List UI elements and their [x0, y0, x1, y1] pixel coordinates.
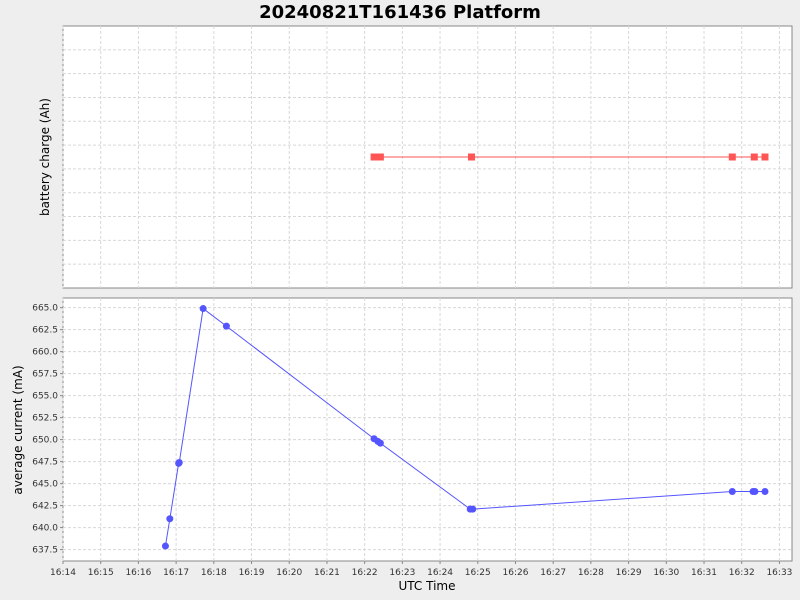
x-axis-label: UTC Time — [399, 579, 456, 593]
x-tick-label: 16:23 — [389, 568, 415, 578]
average-current-point — [728, 488, 736, 496]
y-tick-label: 645.0 — [32, 480, 58, 490]
x-tick-label: 16:17 — [163, 568, 189, 578]
top-y-axis-label: battery charge (Ah) — [38, 98, 52, 216]
x-tick-label: 16:25 — [465, 568, 491, 578]
average-current-point — [161, 542, 169, 550]
average-current-point — [166, 515, 174, 523]
x-tick-label: 16:20 — [276, 568, 302, 578]
battery-charge-series — [370, 153, 769, 161]
bottom-plot-area — [62, 297, 793, 562]
x-tick-label: 16:19 — [239, 568, 265, 578]
x-tick-label: 16:14 — [50, 568, 76, 578]
x-tick-label: 16:27 — [540, 568, 566, 578]
battery-charge-point — [728, 153, 736, 161]
x-tick-label: 16:32 — [729, 568, 755, 578]
battery-charge-point — [370, 153, 378, 161]
x-tick-label: 16:28 — [578, 568, 604, 578]
battery-charge-point — [750, 153, 758, 161]
y-tick-label: 657.5 — [32, 370, 58, 380]
bottom-gridlines — [62, 298, 792, 561]
x-tick-label: 16:30 — [653, 568, 679, 578]
x-tick-label: 16:16 — [125, 568, 151, 578]
battery-charge-point — [467, 153, 475, 161]
average-current-point — [761, 488, 769, 496]
average-current-point — [199, 305, 207, 313]
y-tick-label: 640.0 — [32, 524, 58, 534]
y-tick-label: 660.0 — [32, 348, 58, 358]
x-tick-label: 16:21 — [314, 568, 340, 578]
x-axis-ticks: 16:14 16:15 16:16 16:17 16:18 16:19 16:20 16:21… — [50, 561, 792, 578]
y-tick-label: 652.5 — [32, 414, 58, 424]
x-tick-label: 16:31 — [691, 568, 717, 578]
average-current-point — [175, 458, 183, 466]
average-current-series — [161, 305, 769, 550]
x-tick-label: 16:22 — [352, 568, 378, 578]
average-current-point — [222, 322, 230, 330]
bottom-y-axis-label: average current (mA) — [11, 365, 25, 494]
x-tick-label: 16:15 — [88, 568, 114, 578]
y-tick-label: 665.0 — [32, 304, 58, 314]
x-tick-label: 16:29 — [616, 568, 642, 578]
x-tick-label: 16:18 — [201, 568, 227, 578]
bottom-y-ticks: 637.5 640.0 642.5 645.0 647.5 650.0 652.5 655.0… — [32, 304, 63, 556]
y-tick-label: 655.0 — [32, 392, 58, 402]
y-tick-label: 637.5 — [32, 546, 58, 556]
average-current-point — [469, 505, 477, 513]
y-tick-label: 650.0 — [32, 436, 58, 446]
x-tick-label: 16:33 — [766, 568, 792, 578]
y-tick-label: 662.5 — [32, 326, 58, 336]
x-tick-label: 16:24 — [427, 568, 453, 578]
y-tick-label: 647.5 — [32, 458, 58, 468]
battery-charge-point — [376, 153, 384, 161]
x-tick-label: 16:26 — [503, 568, 529, 578]
y-tick-label: 642.5 — [32, 502, 58, 512]
average-current-point — [751, 488, 759, 496]
chart-title: 20240821T161436 Platform — [259, 2, 541, 23]
battery-charge-point — [761, 153, 769, 161]
average-current-point — [376, 439, 384, 447]
